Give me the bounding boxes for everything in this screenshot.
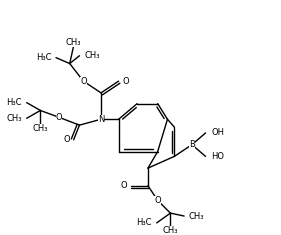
Text: H₃C: H₃C <box>6 98 22 107</box>
Text: CH₃: CH₃ <box>163 226 178 235</box>
Text: CH₃: CH₃ <box>189 212 205 220</box>
Text: OH: OH <box>212 129 225 137</box>
Text: HO: HO <box>212 152 225 161</box>
Text: H₃C: H₃C <box>136 218 152 227</box>
Text: N: N <box>98 115 104 124</box>
Text: O: O <box>80 77 87 86</box>
Text: B: B <box>189 140 195 149</box>
Text: O: O <box>123 77 129 86</box>
Text: O: O <box>154 196 161 205</box>
Text: CH₃: CH₃ <box>33 124 48 133</box>
Text: CH₃: CH₃ <box>66 38 81 47</box>
Text: O: O <box>56 113 62 122</box>
Text: CH₃: CH₃ <box>6 114 22 123</box>
Text: O: O <box>121 181 127 190</box>
Text: CH₃: CH₃ <box>84 51 100 60</box>
Text: H₃C: H₃C <box>36 53 51 62</box>
Text: O: O <box>63 135 70 144</box>
